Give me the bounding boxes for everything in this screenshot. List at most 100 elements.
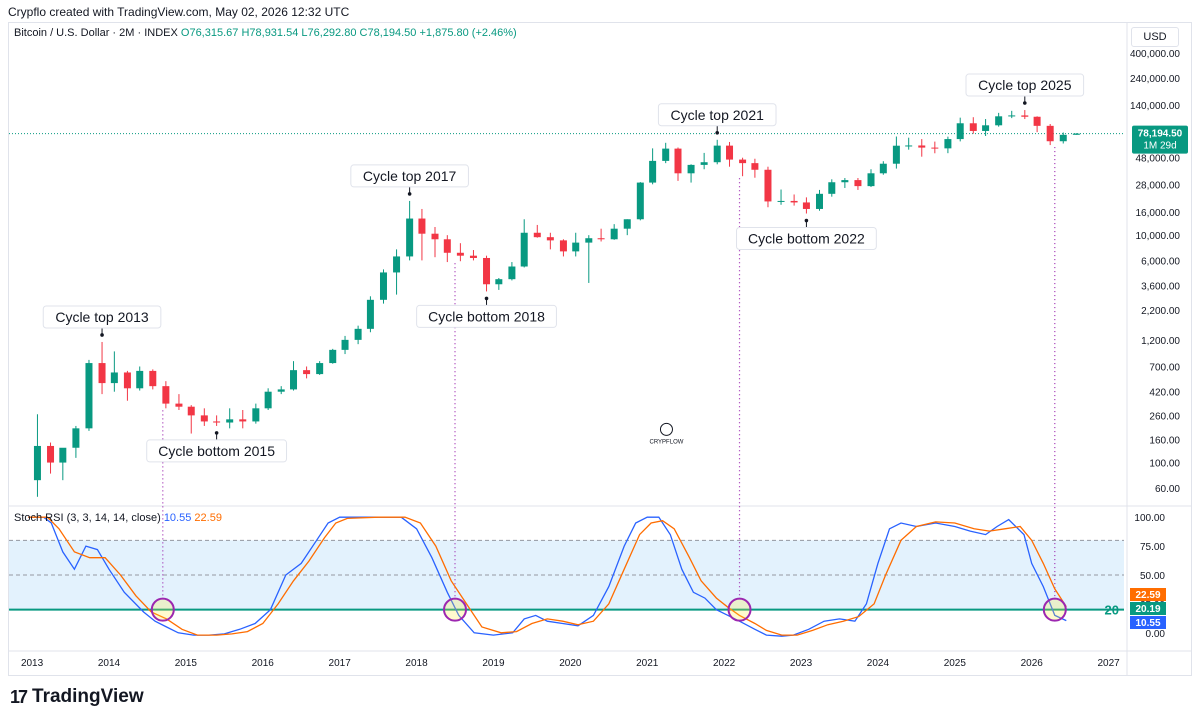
candle-down [469, 250, 477, 261]
candle-body [623, 219, 631, 229]
ohlc-high: H78,931.54 [241, 27, 299, 39]
candle-body [1059, 134, 1067, 142]
price-tick-label: 100.00 [1149, 459, 1180, 470]
candle-up [277, 386, 285, 395]
annotation-box [736, 227, 877, 251]
candle-up [406, 200, 414, 261]
candle-body [495, 279, 503, 285]
rsi-value-badge [1130, 588, 1166, 601]
candle-body [33, 445, 41, 481]
candle-down [726, 141, 734, 167]
candle-down [149, 369, 157, 390]
candle-body [72, 428, 80, 448]
candle-body [329, 349, 337, 364]
rsi-tick-label: 50.00 [1140, 571, 1165, 582]
rsi-value-label: 10.55 [1135, 618, 1160, 629]
price-change: +1,875.80 (+2.46%) [419, 27, 517, 39]
time-tick-label: 2018 [405, 658, 428, 669]
candle-up [572, 232, 580, 257]
candle-down [764, 166, 772, 208]
stoch-rsi-title: Stoch RSI (3, 3, 14, 14, close) [14, 512, 161, 524]
price-tick-label: 140,000.00 [1130, 101, 1180, 112]
candle-down [98, 341, 106, 395]
candle-down [239, 409, 247, 429]
candle-body [802, 202, 810, 209]
candle-down [431, 226, 439, 258]
candle-down [674, 147, 682, 181]
candle-body [751, 163, 759, 170]
candle-down [1046, 123, 1054, 146]
candle-body [854, 180, 862, 187]
candle-body [110, 372, 118, 384]
price-tick-label: 16,000.00 [1136, 208, 1181, 219]
candle-up [610, 224, 618, 240]
candle-up [329, 348, 337, 364]
candle-body [674, 148, 682, 174]
candle-body [610, 228, 618, 240]
candle-body [162, 386, 170, 404]
rsi-value-label: 22.59 [1135, 590, 1160, 601]
candle-body [1072, 133, 1080, 135]
candle-body [431, 233, 439, 240]
rsi-tick-label: 0.00 [1146, 629, 1166, 640]
candle-body [739, 159, 747, 164]
candle-body [546, 237, 554, 241]
tradingview-brand[interactable]: 17 TradingView [10, 686, 144, 708]
candle-body [469, 255, 477, 258]
candle-up [713, 139, 721, 165]
candle-up [226, 408, 234, 429]
rsi-value-badge [1130, 616, 1166, 629]
candle-body [585, 238, 593, 243]
price-tick-label: 2,200.00 [1141, 306, 1180, 317]
candle-down [969, 117, 977, 134]
price-tick-label: 48,000.00 [1136, 154, 1181, 165]
candle-up [944, 136, 952, 154]
candle-body [85, 363, 93, 429]
stoch-rsi-legend: Stoch RSI (3, 3, 14, 14, close) 10.55 22… [14, 512, 222, 524]
candle-body [508, 266, 516, 280]
candle-down [47, 442, 55, 474]
candle-body [187, 406, 195, 416]
candle-up [508, 262, 516, 281]
time-tick-label: 2016 [252, 658, 275, 669]
candle-body [559, 240, 567, 252]
candle-down [200, 408, 208, 426]
rsi-value-label: 20.19 [1135, 604, 1160, 615]
time-tick-label: 2022 [713, 658, 736, 669]
candle-body [354, 328, 362, 340]
candle-up [662, 142, 670, 164]
candle-body [777, 200, 785, 202]
stoch-k-line [28, 516, 1067, 637]
candle-body [443, 239, 451, 253]
candle-body [995, 116, 1003, 126]
candle-up [366, 296, 374, 333]
candle-up [252, 403, 260, 424]
candle-up [495, 278, 503, 290]
candle-body [713, 145, 721, 163]
candle-up [341, 335, 349, 355]
candle-up [393, 249, 401, 295]
candle-down [1021, 110, 1029, 120]
candle-down [303, 366, 311, 379]
candle-up [623, 219, 631, 236]
candle-body [790, 200, 798, 203]
candle-up [1059, 132, 1067, 144]
candle-body [175, 403, 183, 407]
candle-body [572, 242, 580, 252]
candle-body [341, 339, 349, 350]
currency-button[interactable]: USD [1131, 27, 1179, 47]
rsi-value-badge [1130, 602, 1166, 615]
candle-body [918, 145, 926, 148]
candle-body [226, 419, 234, 423]
candle-up [636, 182, 644, 221]
candle-body [905, 145, 913, 147]
annotation-box [965, 73, 1085, 97]
candle-up [59, 447, 67, 481]
candle-body [931, 147, 939, 149]
candle-up [687, 164, 695, 183]
ohlc-close: C78,194.50 [359, 27, 417, 39]
price-tick-label: 10,000.00 [1136, 231, 1181, 242]
time-tick-label: 2021 [636, 658, 659, 669]
cycle-marker-circle [443, 597, 467, 622]
